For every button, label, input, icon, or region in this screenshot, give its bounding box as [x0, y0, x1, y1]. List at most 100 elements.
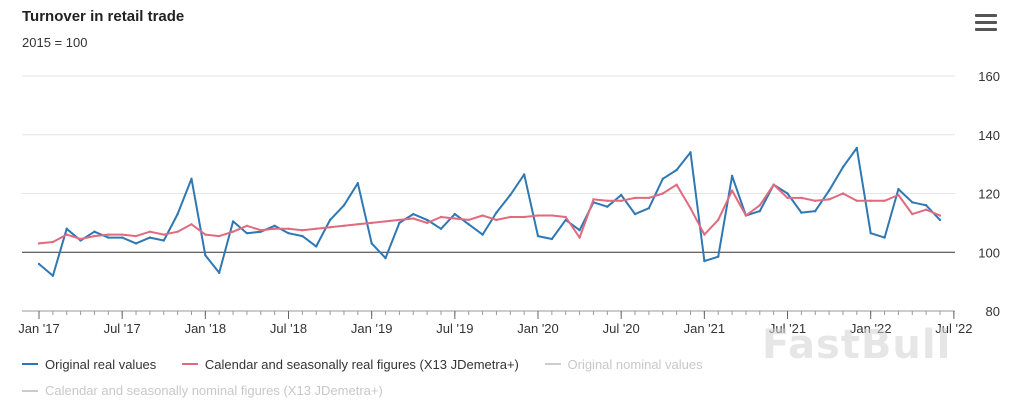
x-tick-label: Jan '17: [18, 321, 60, 336]
data-point: [384, 256, 387, 260]
data-point: [315, 245, 318, 248]
data-point: [425, 221, 429, 225]
legend-item-calendar-seasonal-nominal[interactable]: Calendar and seasonally nominal figures …: [22, 383, 383, 398]
data-point: [550, 237, 554, 241]
data-point: [204, 233, 207, 236]
hamburger-menu-icon[interactable]: [975, 14, 997, 34]
legend-item-original-real[interactable]: Original real values: [22, 357, 156, 372]
data-point: [51, 274, 55, 277]
legend-label: Original real values: [45, 356, 157, 372]
data-point: [439, 227, 443, 230]
data-point: [827, 198, 831, 201]
data-point: [176, 230, 179, 233]
data-point: [398, 221, 401, 225]
data-point: [633, 196, 637, 200]
data-point: [619, 199, 623, 203]
chart-subtitle: 2015 = 100: [22, 35, 88, 50]
data-point: [287, 227, 290, 230]
data-point: [328, 218, 332, 222]
legend-label: Original nominal values: [567, 356, 703, 372]
data-point: [647, 196, 651, 200]
data-point: [218, 271, 221, 275]
data-point: [495, 211, 498, 214]
data-point: [509, 193, 512, 197]
data-point: [869, 231, 872, 235]
legend-item-calendar-seasonal-real[interactable]: Calendar and seasonally real figures (X1…: [181, 356, 519, 372]
series-line-0: [38, 147, 941, 277]
x-axis: Jan '17 Jul '17 Jan '18 Jul '18 Jan '19 Jul '…: [18, 310, 972, 336]
x-tick-label: Jul '20: [603, 321, 640, 336]
data-point: [536, 214, 540, 217]
data-point: [148, 230, 152, 233]
data-point: [661, 177, 664, 181]
data-point: [814, 209, 817, 213]
legend-swatch: [181, 363, 198, 365]
data-point: [231, 230, 235, 233]
x-tick-label: Jul '19: [436, 321, 473, 336]
data-point: [425, 218, 429, 222]
y-axis: 80 100 120 140 160: [978, 69, 1000, 319]
data-point: [730, 189, 734, 192]
data-point: [134, 242, 138, 245]
data-point: [564, 215, 567, 219]
data-point: [370, 221, 373, 225]
data-point: [342, 204, 346, 207]
x-tick-label: Jul '21: [769, 321, 806, 336]
data-point: [758, 204, 761, 207]
x-tick-label: Jan '18: [185, 321, 227, 336]
data-point: [869, 199, 872, 203]
data-point: [218, 234, 221, 238]
legend-label: Calendar and seasonally real figures (X1…: [204, 356, 519, 372]
data-point: [93, 230, 96, 233]
data-point: [938, 214, 942, 217]
legend-item-original-nominal[interactable]: Original nominal values: [544, 356, 703, 372]
data-point: [162, 233, 165, 236]
data-point: [301, 229, 304, 232]
data-point: [453, 212, 457, 216]
data-point: [841, 165, 845, 169]
data-point: [855, 146, 859, 150]
data-point: [689, 206, 692, 210]
x-tick-label: Jan '20: [517, 321, 559, 336]
data-point: [772, 183, 775, 186]
data-point: [287, 231, 290, 235]
data-point: [79, 237, 82, 241]
data-point: [148, 236, 152, 239]
legend-label: Calendar and seasonally nominal figures …: [45, 383, 383, 398]
data-point: [190, 177, 193, 181]
data-point: [315, 227, 318, 230]
y-tick-label: 100: [978, 245, 1000, 260]
data-point: [93, 234, 96, 238]
data-point: [51, 240, 55, 244]
legend-swatch: [22, 389, 38, 392]
data-point: [717, 218, 720, 222]
data-point: [703, 259, 706, 263]
data-point: [938, 218, 942, 222]
data-point: [633, 212, 637, 216]
series-lines: [37, 146, 942, 277]
data-point: [245, 231, 249, 235]
data-point: [911, 212, 914, 216]
legend-swatch: [22, 363, 38, 365]
data-point: [107, 236, 110, 239]
data-point: [619, 193, 623, 197]
data-point: [453, 217, 457, 220]
data-point: [522, 173, 526, 176]
data-point: [37, 262, 41, 266]
data-point: [675, 183, 678, 186]
legend-swatch: [544, 363, 561, 365]
data-point: [176, 212, 179, 216]
data-point: [758, 209, 761, 213]
data-point: [328, 226, 332, 229]
data-point: [162, 239, 165, 242]
data-point: [550, 214, 554, 217]
data-point: [800, 211, 803, 214]
data-point: [883, 236, 886, 239]
data-point: [675, 168, 678, 172]
data-point: [924, 208, 928, 211]
data-point: [744, 214, 748, 217]
data-point: [439, 215, 443, 219]
data-point: [384, 220, 387, 223]
data-point: [924, 204, 928, 207]
